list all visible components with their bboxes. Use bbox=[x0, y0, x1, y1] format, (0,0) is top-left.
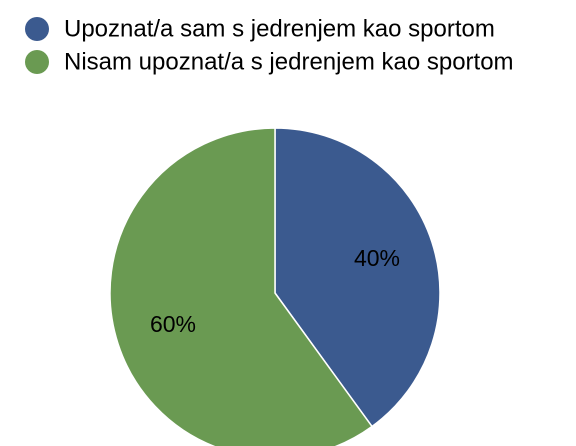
slice-label: 60% bbox=[150, 311, 196, 337]
legend-label: Nisam upoznat/a s jedrenjem kao sportom bbox=[64, 48, 514, 75]
legend-label: Upoznat/a sam s jedrenjem kao sportom bbox=[64, 15, 495, 42]
pie-slice bbox=[109, 127, 374, 446]
slice-label: 40% bbox=[354, 245, 400, 271]
legend-swatch bbox=[25, 50, 49, 74]
legend-swatch bbox=[25, 17, 49, 41]
pie-slice bbox=[274, 127, 441, 428]
